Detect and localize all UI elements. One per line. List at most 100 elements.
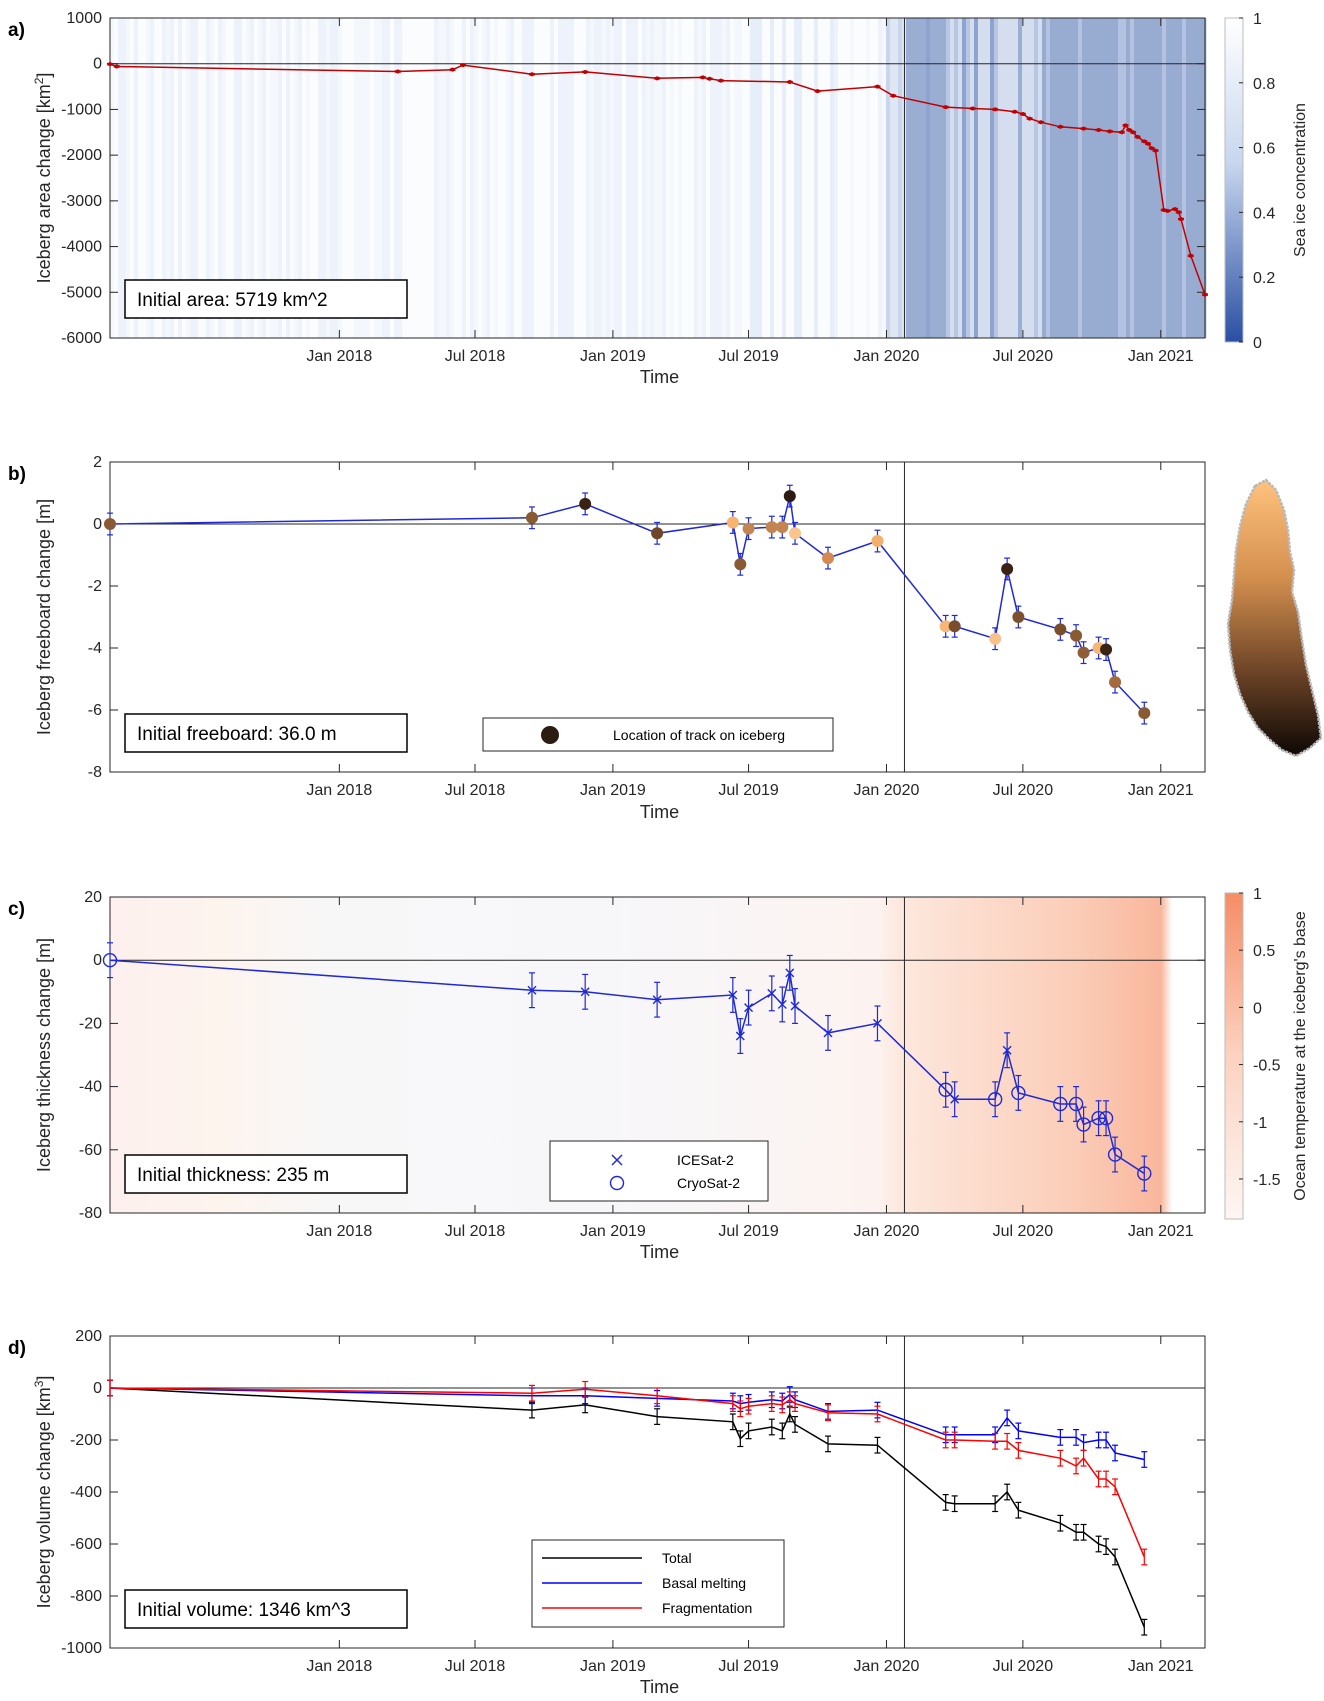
icesat-marker xyxy=(735,1031,745,1041)
x-tick-label: Jan 2020 xyxy=(854,1223,920,1240)
series-0 xyxy=(104,484,1151,725)
panel-label: b) xyxy=(8,464,26,485)
data-point xyxy=(651,527,664,540)
data-point xyxy=(822,552,835,565)
y-axis-label: Iceberg volume change [km3] xyxy=(32,1376,54,1609)
data-point xyxy=(104,518,116,530)
y-tick-label: -400 xyxy=(70,1484,102,1501)
series-line xyxy=(109,1387,1145,1461)
y-tick-label: 2 xyxy=(93,454,102,471)
data-point xyxy=(395,69,400,74)
icesat-marker xyxy=(785,968,795,978)
cryosat-marker xyxy=(1107,1147,1123,1162)
x-tick-label: Jul 2018 xyxy=(445,348,506,365)
series-0 xyxy=(102,942,1152,1192)
annotation-box xyxy=(124,713,408,753)
data-point xyxy=(891,93,896,98)
series-line xyxy=(109,63,1206,295)
y-tick-label: -20 xyxy=(79,1015,102,1032)
data-point xyxy=(1012,109,1017,114)
data-point xyxy=(1070,629,1083,642)
series-line xyxy=(109,495,1145,714)
y-tick-label: -800 xyxy=(70,1588,102,1605)
axes-box xyxy=(109,896,1206,1214)
y-tick-label: -60 xyxy=(79,1142,102,1159)
x-tick-label: Jul 2020 xyxy=(993,782,1054,799)
data-point xyxy=(726,516,739,529)
data-point xyxy=(948,620,961,633)
panel-c: 20 0 -20 -40 -60 -80 Jan 2018 Jul 2018 Jan 2019 J… xyxy=(8,886,1309,1262)
x-tick-label: Jan 2021 xyxy=(1128,782,1194,799)
x-tick-label: Jul 2019 xyxy=(718,348,779,365)
data-point xyxy=(529,72,534,77)
data-point xyxy=(1020,112,1025,116)
y-tick-label: -2 xyxy=(88,578,102,595)
data-point xyxy=(1179,217,1184,222)
data-point xyxy=(1176,210,1181,215)
colorbar xyxy=(1224,17,1244,343)
data-point xyxy=(579,497,592,510)
data-point xyxy=(993,107,998,112)
data-point xyxy=(1123,123,1128,128)
x-axis-label: Time xyxy=(640,1242,679,1262)
axes-box xyxy=(109,461,1206,773)
data-point xyxy=(700,75,705,80)
axes-box xyxy=(109,17,1206,339)
x-tick-label: Jan 2019 xyxy=(580,782,646,799)
icesat-marker xyxy=(652,995,662,1005)
x-tick-label: Jul 2018 xyxy=(445,782,506,799)
x-tick-label: Jul 2020 xyxy=(993,348,1054,365)
x-tick-label: Jan 2018 xyxy=(306,1223,372,1240)
panel-label: c) xyxy=(8,899,25,920)
data-point xyxy=(1131,130,1136,135)
y-tick-label: -200 xyxy=(70,1432,102,1449)
sea-ice-background xyxy=(110,18,1207,338)
panel-d: 200 0 -200 -400 -600 -800 -1000 Jan 2018 Jul 201… xyxy=(8,1328,1206,1697)
panel-b: 2 0 -2 -4 -6 -8 Jan 2018 Jul 2018 Jan 2019 Jul 20… xyxy=(8,454,1206,822)
data-point xyxy=(525,511,538,524)
colorbar-tick-label: 0 xyxy=(1253,335,1262,352)
colorbar-tick-label: 0.8 xyxy=(1253,76,1275,93)
colorbar-label: Ocean temperature at the iceberg's base xyxy=(1292,911,1309,1201)
y-axis-label: Iceberg freeboard change [m] xyxy=(34,499,54,735)
legend-label: Basal melting xyxy=(662,1575,746,1591)
x-axis-label: Time xyxy=(640,1677,679,1697)
data-point xyxy=(1138,707,1151,720)
legend-marker xyxy=(611,1154,623,1166)
annotation-text: Initial thickness: 235 m xyxy=(137,1165,329,1186)
x-tick-label: Jan 2020 xyxy=(854,348,920,365)
x-tick-label: Jan 2020 xyxy=(854,1658,920,1675)
data-point xyxy=(583,69,588,74)
x-tick-label: Jul 2019 xyxy=(718,1223,779,1240)
data-point xyxy=(1146,141,1151,146)
x-axis-label: Time xyxy=(640,802,679,822)
x-axis-label: Time xyxy=(640,367,679,387)
x-tick-label: Jan 2021 xyxy=(1128,1658,1194,1675)
data-point xyxy=(765,521,778,534)
annotation-text: Initial freeboard: 36.0 m xyxy=(137,724,337,745)
series-line xyxy=(109,1387,1145,1558)
cryosat-marker xyxy=(1011,1085,1026,1101)
legend-marker xyxy=(541,726,559,744)
colorbar-tick-label: 1 xyxy=(1253,11,1262,28)
series-total xyxy=(107,1379,1148,1636)
x-tick-label: Jan 2018 xyxy=(306,782,372,799)
cryosat-marker xyxy=(1137,1166,1152,1181)
data-point xyxy=(1027,116,1032,121)
y-tick-label: -40 xyxy=(79,1079,102,1096)
iceberg-shape xyxy=(1226,478,1323,758)
y-tick-label: 200 xyxy=(75,1328,102,1345)
y-tick-label: 20 xyxy=(84,889,102,906)
icesat-marker xyxy=(950,1094,960,1104)
icesat-marker xyxy=(527,985,537,995)
legend-label: Fragmentation xyxy=(662,1600,752,1616)
colorbar-tick-label: 0.5 xyxy=(1253,943,1275,960)
icesat-marker xyxy=(767,988,777,998)
data-point xyxy=(1107,129,1112,134)
icesat-marker xyxy=(777,999,787,1009)
colorbar xyxy=(1224,892,1244,1220)
annotation-box xyxy=(124,1589,408,1629)
data-point xyxy=(1203,292,1207,297)
y-tick-label: -5000 xyxy=(61,284,102,301)
